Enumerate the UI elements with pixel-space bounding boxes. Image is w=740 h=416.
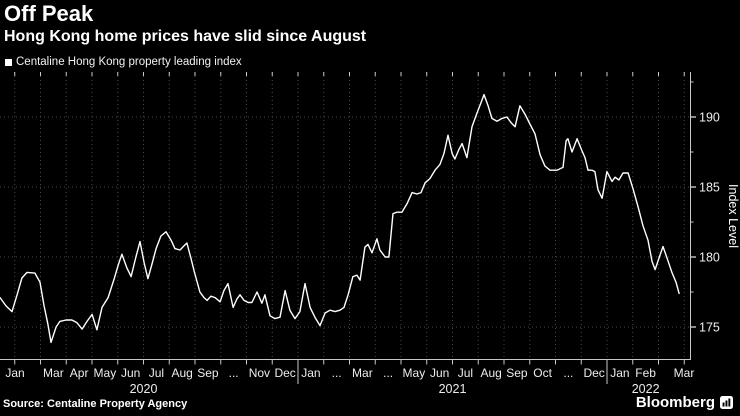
y-tick-label: 175 — [699, 321, 720, 335]
x-tick-label: Jan — [5, 366, 24, 380]
year-label: 2020 — [130, 382, 158, 396]
y-axis-title: Index Level — [726, 184, 740, 248]
x-tick-label: Mar — [352, 366, 373, 380]
x-tick-label: Oct — [533, 366, 552, 380]
page-title: Off Peak — [4, 1, 94, 26]
y-tick-label: 180 — [699, 251, 720, 265]
source-note: Source: Centaline Property Agency — [3, 398, 188, 410]
x-tick-label: ... — [383, 366, 393, 380]
x-tick-label: Jul — [458, 366, 473, 380]
y-tick-label: 185 — [699, 181, 720, 195]
year-label: 2022 — [632, 382, 660, 396]
x-tick-label: ... — [563, 366, 573, 380]
x-tick-label: Jul — [149, 366, 164, 380]
x-tick-label: Jan — [610, 366, 629, 380]
y-tick-label: 190 — [699, 111, 720, 125]
x-tick-label: Mar — [43, 366, 64, 380]
x-tick-label: May — [403, 366, 426, 380]
bloomberg-wordmark: Bloomberg — [635, 394, 715, 411]
series-line — [0, 93, 680, 344]
x-tick-label: Apr — [70, 366, 89, 380]
x-tick-label: ... — [332, 366, 342, 380]
x-tick-label: Sep — [197, 366, 219, 380]
x-tick-label: May — [94, 366, 117, 380]
year-label: 2021 — [439, 382, 467, 396]
bar-chart-icon — [720, 396, 733, 409]
legend-label: Centaline Hong Kong property leading ind… — [16, 56, 242, 68]
x-tick-label: Mar — [674, 366, 695, 380]
x-tick-label: Dec — [583, 366, 604, 380]
x-tick-label: Feb — [635, 366, 656, 380]
x-tick-label: ... — [229, 366, 239, 380]
x-tick-label: Jun — [121, 366, 140, 380]
legend: Centaline Hong Kong property leading ind… — [5, 56, 242, 68]
x-tick-label: Sep — [506, 366, 528, 380]
x-tick-label: Nov — [249, 366, 270, 380]
x-tick-label: Jun — [430, 366, 449, 380]
chart-subtitle: Hong Kong home prices have slid since Au… — [4, 28, 367, 45]
x-tick-label: Aug — [480, 366, 501, 380]
x-tick-label: Dec — [274, 366, 295, 380]
legend-marker-icon — [5, 58, 12, 66]
x-tick-label: Jan — [301, 366, 320, 380]
bloomberg-logo: Bloomberg — [636, 394, 733, 411]
x-tick-label: Aug — [171, 366, 192, 380]
